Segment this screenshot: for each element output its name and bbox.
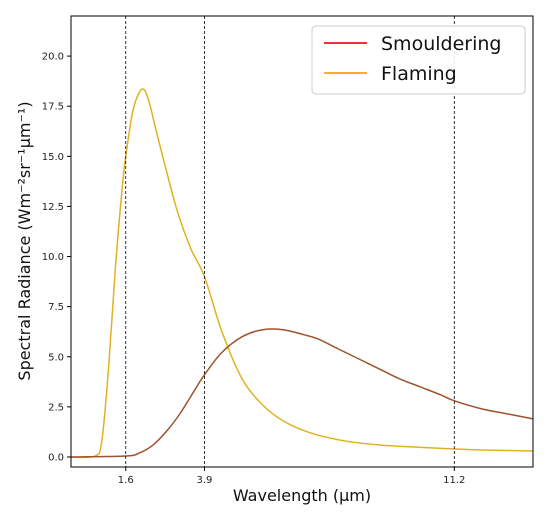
legend-label-smouldering: Smouldering xyxy=(381,33,501,55)
y-tick-label: 10.0 xyxy=(42,252,64,263)
x-tick-label: 1.6 xyxy=(118,475,134,486)
x-axis: 1.6 3.9 11.2 xyxy=(118,467,465,486)
plot-frame xyxy=(70,15,534,468)
x-tick-label: 11.2 xyxy=(443,475,465,486)
y-tick-label: 5.0 xyxy=(48,352,64,363)
y-tick-label: 0.0 xyxy=(48,452,64,463)
series-line-smouldering xyxy=(70,328,534,458)
legend-label-flaming: Flaming xyxy=(381,63,457,85)
x-tick-label: 3.9 xyxy=(197,475,213,486)
y-tick-label: 15.0 xyxy=(42,152,64,163)
curves-layer xyxy=(70,88,534,459)
y-tick-label: 17.5 xyxy=(42,102,64,113)
legend: Smouldering Flaming xyxy=(311,25,526,95)
series-line-flaming xyxy=(70,88,534,459)
y-tick-label: 20.0 xyxy=(42,52,64,63)
y-tick-label: 12.5 xyxy=(42,202,64,213)
y-axis-label: Spectral Radiance (Wm⁻²sr⁻¹μm⁻¹) xyxy=(15,101,34,380)
x-axis-label: Wavelength (μm) xyxy=(233,486,371,505)
y-tick-label: 7.5 xyxy=(48,302,64,313)
y-tick-label: 2.5 xyxy=(48,402,64,413)
y-axis: 0.0 2.5 5.0 7.5 10.0 12.5 15.0 17.5 20.0 xyxy=(42,52,71,463)
